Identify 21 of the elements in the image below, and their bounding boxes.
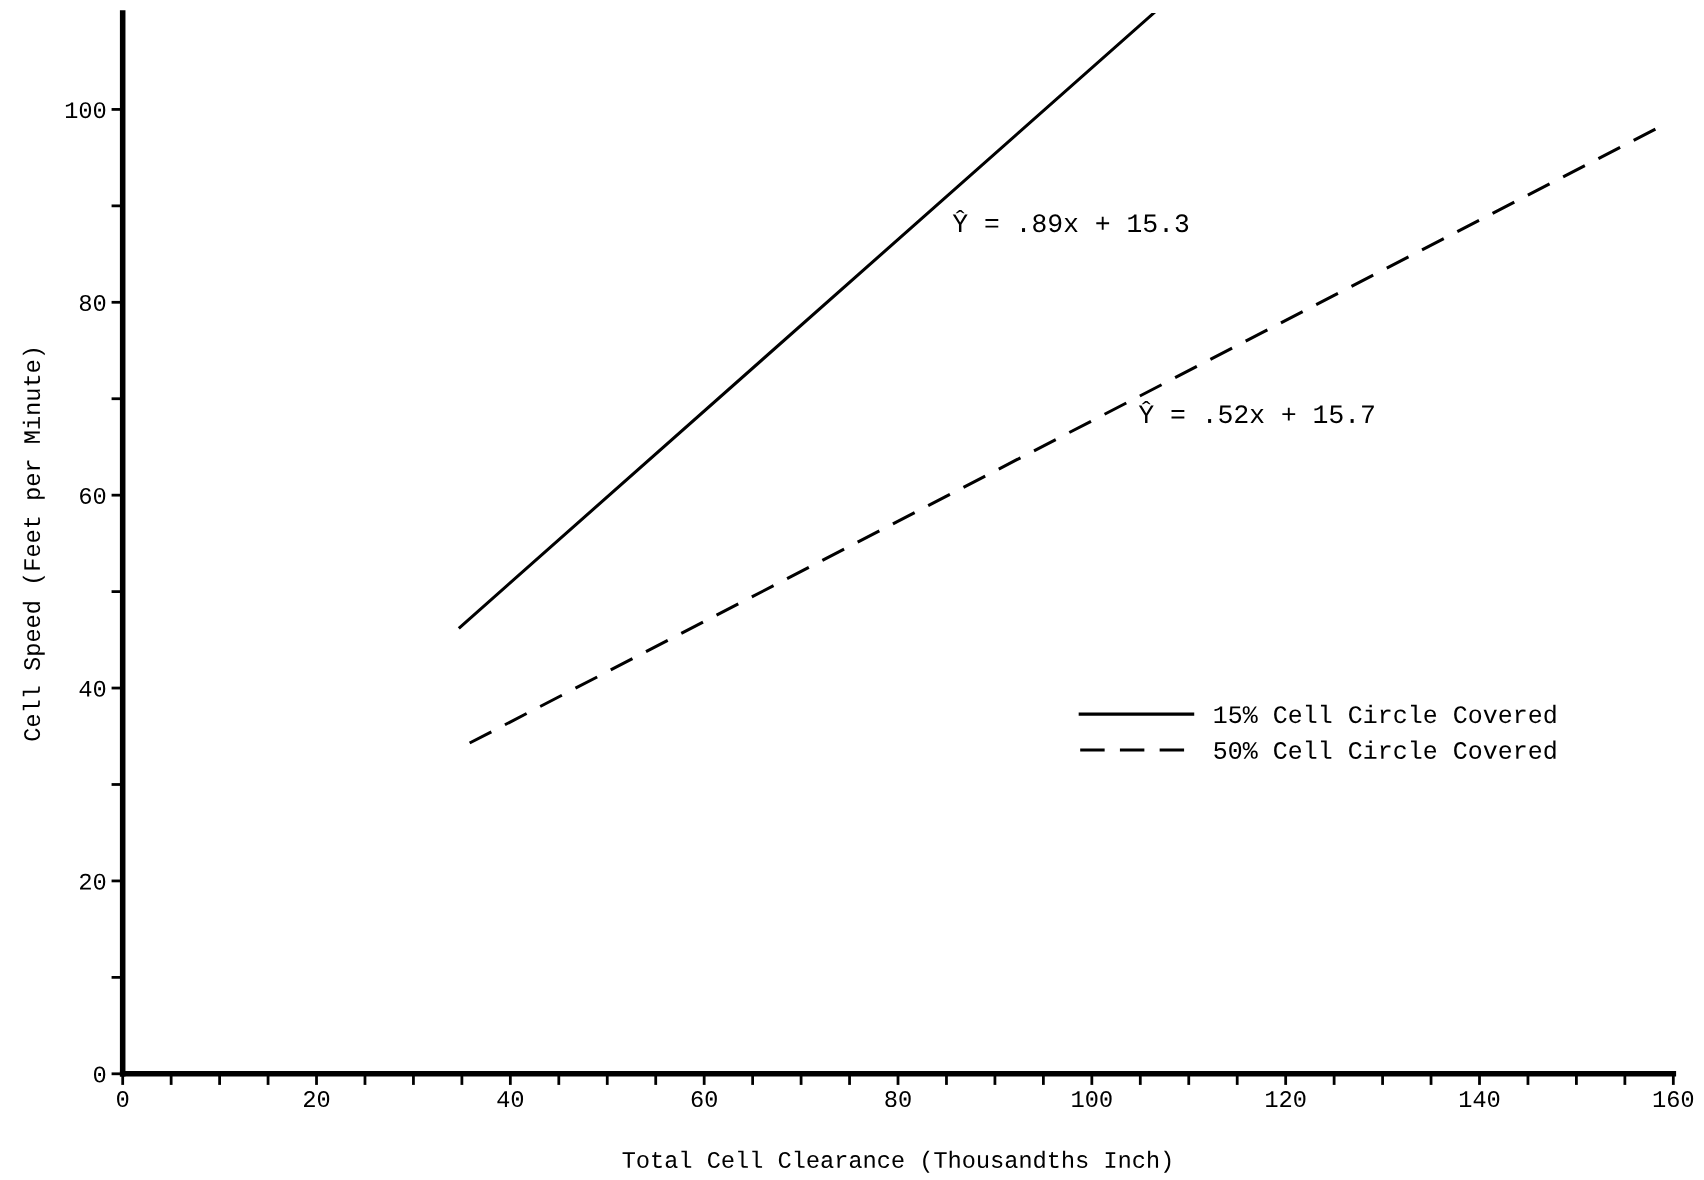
x-tick-label: 0 [117,1091,129,1108]
y-tick-label: 40 [79,680,106,697]
x-tick-label: 120 [1266,1091,1306,1108]
y-tick-label: 100 [65,102,106,119]
legend-label: 15% Cell Circle Covered [1214,704,1556,724]
x-tick-label: 160 [1653,1091,1694,1108]
x-tick-label: 80 [885,1091,911,1108]
y-tick-label: 60 [80,487,106,504]
x-tick-label: 20 [304,1091,330,1108]
x-tick-label: 100 [1072,1091,1112,1108]
legend-label: 50% Cell Circle Covered [1214,740,1556,760]
annotation: Ŷ = .89x + 15.3 [952,209,1189,233]
y-axis-title: Cell Speed (Feet per Minute) [22,349,45,741]
x-axis-title: Total Cell Clearance (Thousandths Inch) [622,1150,1171,1173]
x-tick-label: 40 [497,1091,524,1108]
y-tick-label: 0 [93,1066,106,1083]
y-tick-label: 80 [79,295,106,312]
annotation: Ŷ = .52x + 15.7 [1138,400,1374,424]
y-tick-label: 20 [80,873,106,890]
x-tick-label: 140 [1459,1091,1500,1108]
x-tick-label: 60 [691,1091,717,1108]
